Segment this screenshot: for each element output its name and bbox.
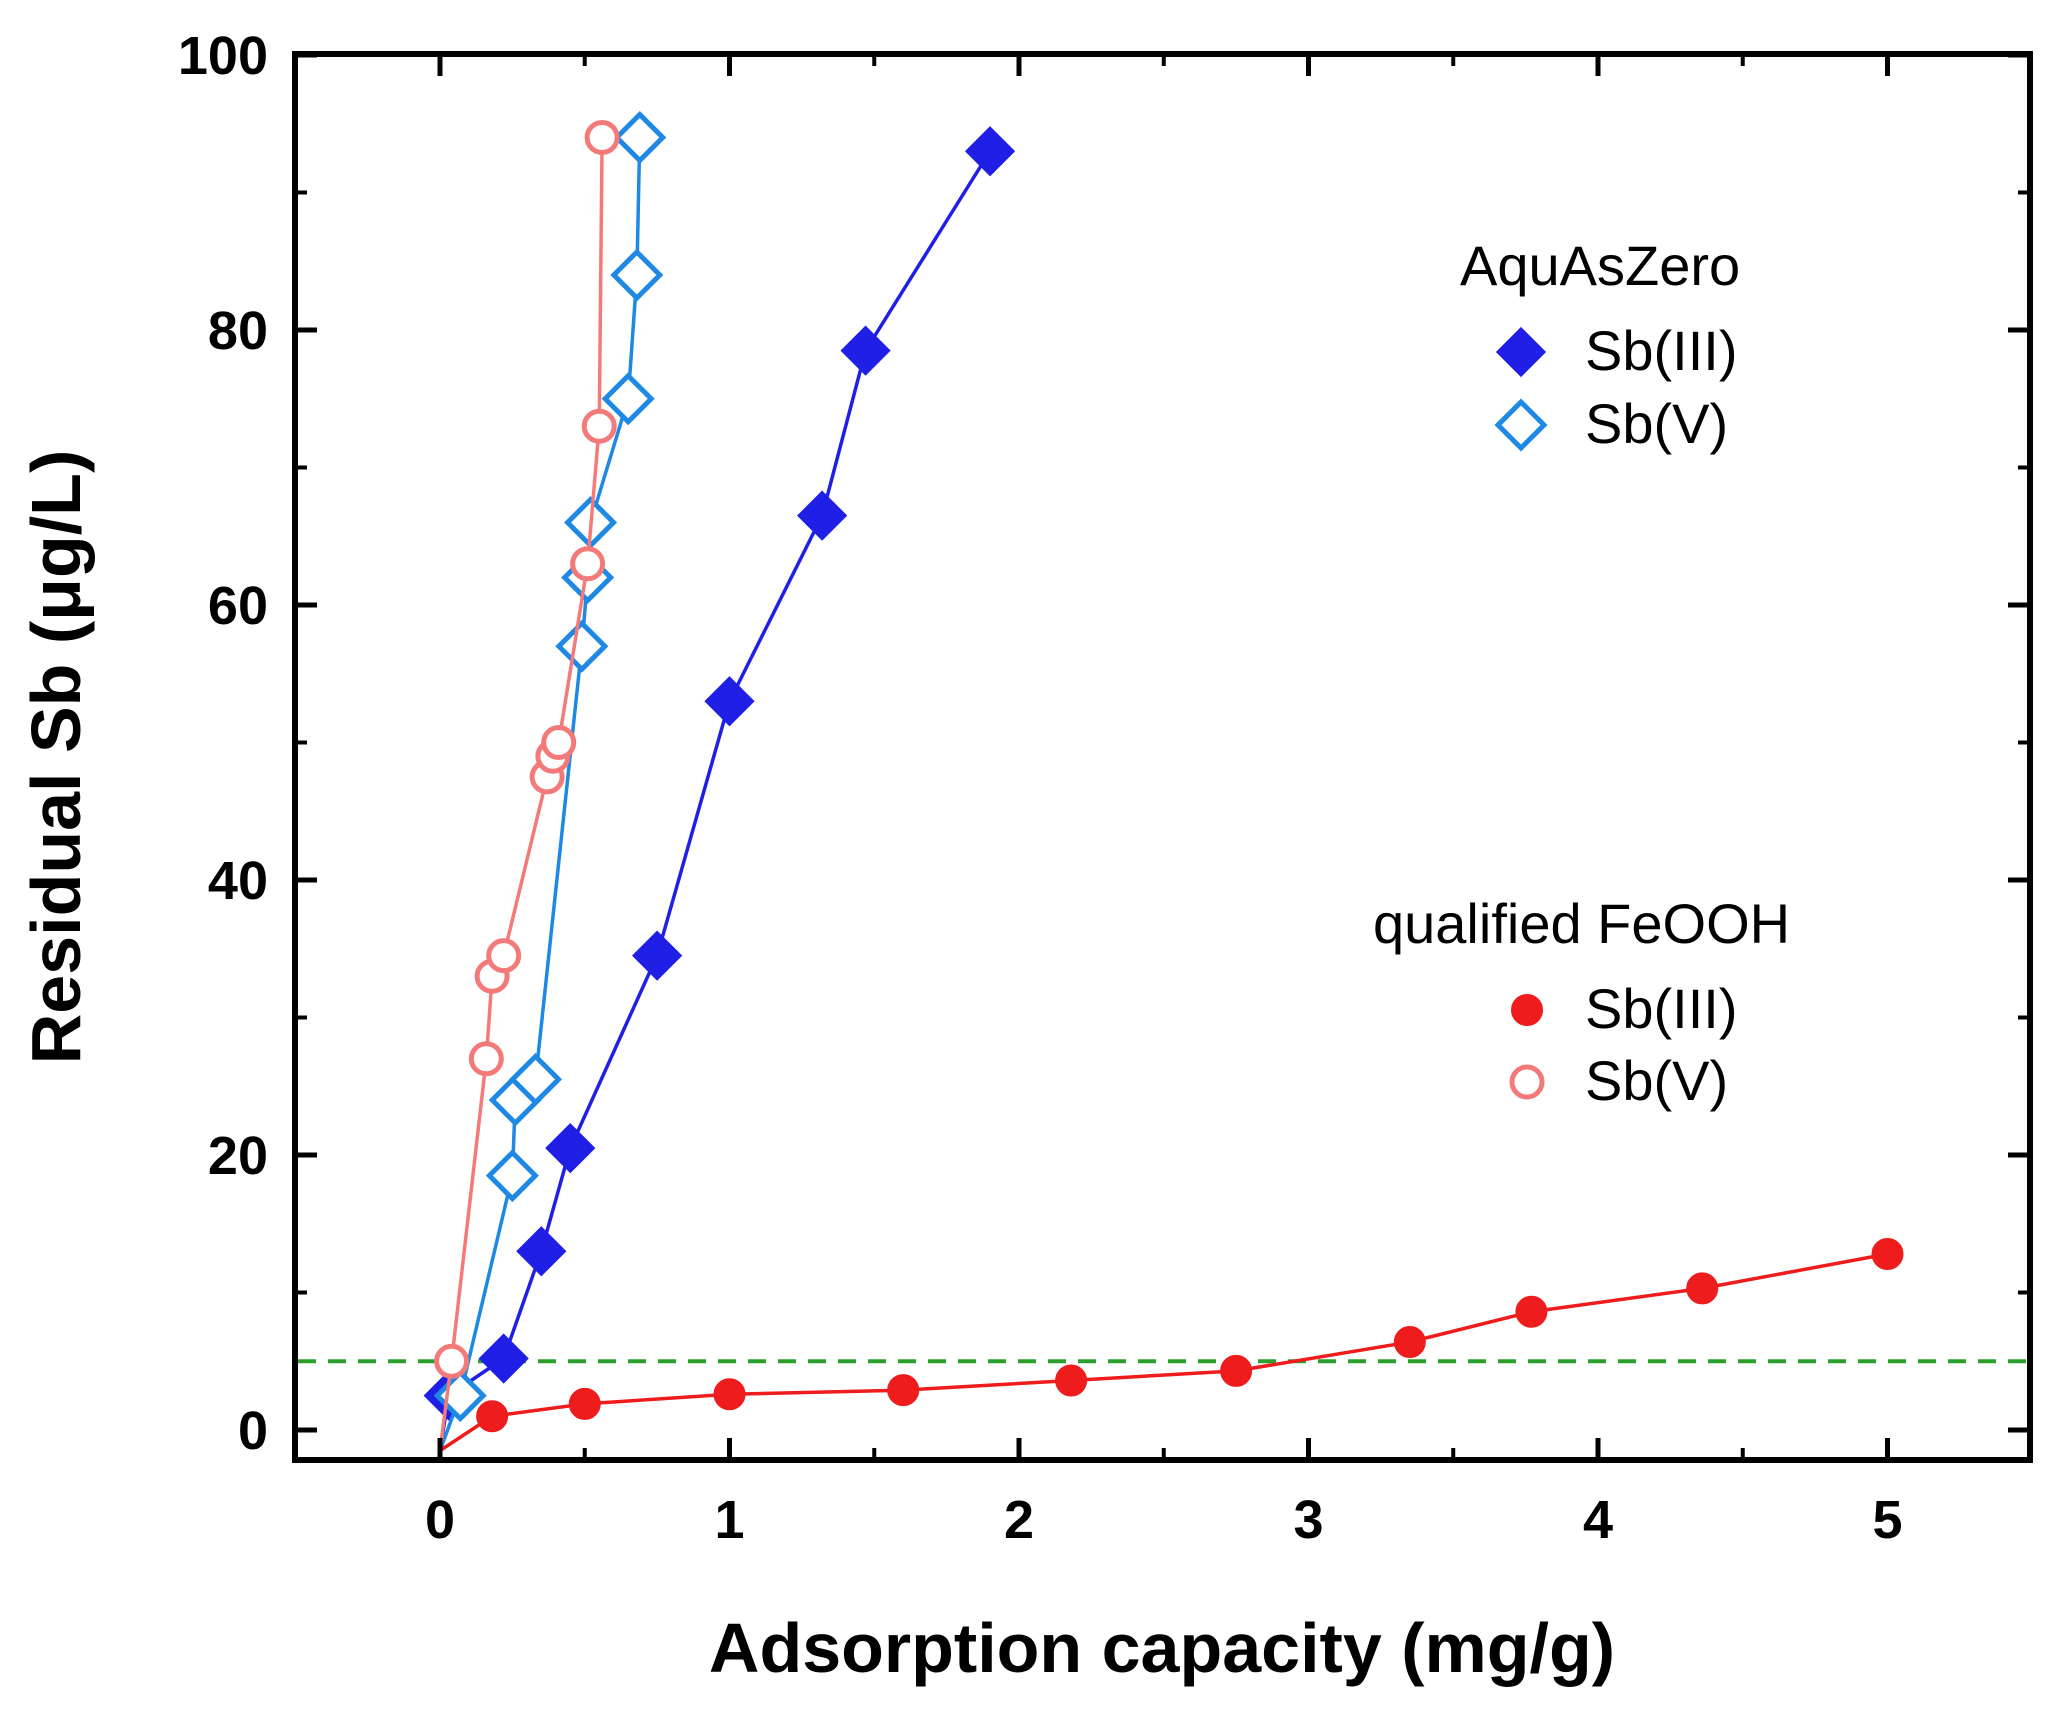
data-point bbox=[797, 490, 848, 541]
legend-label-aquaszero-sb-iii: Sb(III) bbox=[1585, 319, 1737, 382]
legend: AquAsZero Sb(III) Sb(V) qualified FeOOH Sb(I… bbox=[1373, 234, 1790, 1112]
data-point bbox=[713, 1378, 746, 1411]
data-point bbox=[581, 408, 617, 444]
data-point bbox=[1393, 1326, 1426, 1358]
y-tick-label: 60 bbox=[208, 576, 268, 636]
data-point bbox=[570, 546, 606, 582]
data-point bbox=[568, 1387, 601, 1420]
y-tick-label: 0 bbox=[238, 1401, 268, 1461]
data-point bbox=[485, 1149, 539, 1203]
legend-marker-qualified-feooh-sb-v bbox=[1509, 1064, 1545, 1100]
data-point bbox=[541, 725, 577, 760]
y-tick-label: 40 bbox=[208, 851, 268, 911]
legend-title-qualified-feooh: qualified FeOOH bbox=[1373, 892, 1790, 955]
ticks-layer: 0 1 2 3 4 5 0 20 40 60 80 100 bbox=[178, 26, 2030, 1550]
legend-marker-qualified-feooh-sb-iii bbox=[1511, 994, 1543, 1026]
series-qualified-feooh-sb-v bbox=[434, 120, 620, 1451]
data-point bbox=[887, 1374, 920, 1407]
data-point bbox=[964, 126, 1016, 177]
legend-label-aquaszero-sb-v: Sb(V) bbox=[1585, 392, 1728, 455]
data-point bbox=[1515, 1295, 1548, 1328]
series-line bbox=[439, 1252, 1888, 1453]
y-tick-label: 100 bbox=[178, 26, 268, 86]
x-tick-label: 0 bbox=[425, 1490, 455, 1550]
y-axis-title: Residual Sb (μg/L) bbox=[17, 450, 95, 1065]
x-tick-label: 2 bbox=[1004, 1490, 1034, 1550]
data-point bbox=[1686, 1272, 1719, 1305]
data-point bbox=[840, 325, 891, 376]
data-point bbox=[1055, 1364, 1088, 1397]
legend-marker-aquaszero-sb-iii bbox=[1495, 326, 1547, 378]
x-tick-label: 3 bbox=[1293, 1490, 1323, 1550]
data-point bbox=[601, 372, 655, 426]
data-point bbox=[610, 248, 664, 302]
y-tick-label: 20 bbox=[208, 1126, 268, 1186]
data-point bbox=[478, 1333, 529, 1384]
y-tick-label: 80 bbox=[208, 301, 268, 361]
data-point bbox=[545, 1123, 596, 1174]
legend-marker-aquaszero-sb-v bbox=[1494, 398, 1548, 452]
data-point bbox=[486, 938, 522, 974]
series-layer bbox=[423, 110, 1904, 1453]
x-tick-label: 5 bbox=[1872, 1490, 1902, 1550]
series-aquaszero-sb-iii bbox=[423, 126, 1016, 1451]
data-point bbox=[1220, 1354, 1253, 1387]
data-point bbox=[508, 1052, 563, 1106]
data-point bbox=[1871, 1238, 1904, 1270]
x-tick-label: 1 bbox=[714, 1490, 744, 1550]
data-point bbox=[468, 1041, 504, 1077]
data-point bbox=[555, 619, 609, 673]
data-point bbox=[613, 110, 667, 165]
series-line bbox=[438, 150, 992, 1451]
x-tick-label: 4 bbox=[1583, 1490, 1613, 1550]
x-axis-title: Adsorption capacity (mg/g) bbox=[709, 1609, 1615, 1687]
legend-title-aquaszero: AquAsZero bbox=[1460, 234, 1740, 297]
legend-label-qualified-feooh-sb-v: Sb(V) bbox=[1585, 1049, 1728, 1112]
data-point bbox=[434, 1343, 470, 1379]
data-point bbox=[632, 930, 683, 981]
legend-label-qualified-feooh-sb-iii: Sb(III) bbox=[1585, 977, 1737, 1040]
data-point bbox=[704, 676, 755, 727]
data-point bbox=[516, 1226, 567, 1277]
data-point bbox=[476, 1400, 509, 1433]
data-point bbox=[584, 120, 620, 155]
series-qualified-feooh-sb-iii bbox=[439, 1238, 1904, 1453]
